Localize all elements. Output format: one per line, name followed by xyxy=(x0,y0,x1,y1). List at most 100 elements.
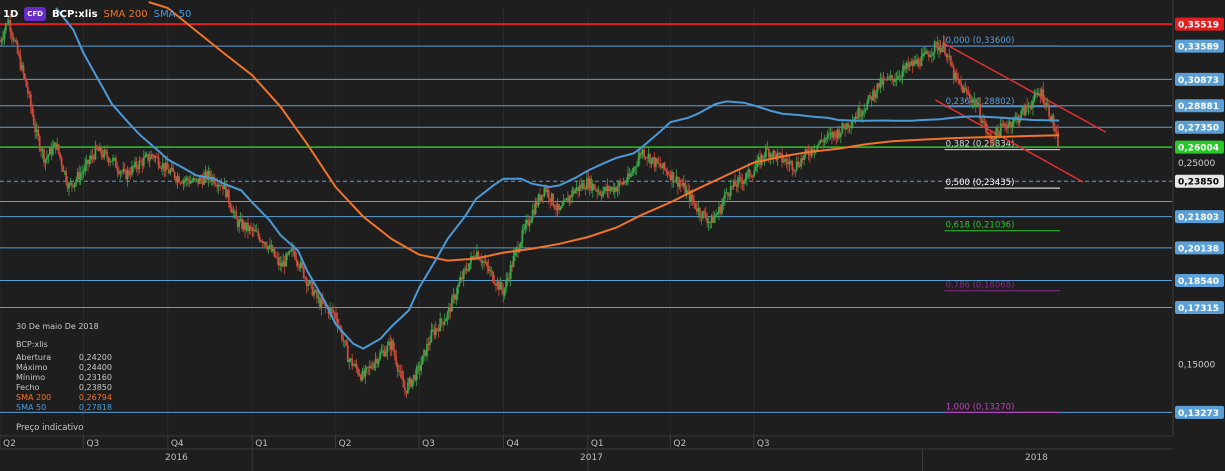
candle-body xyxy=(148,158,151,161)
candle-body xyxy=(402,378,405,388)
info-row-close: Fecho 0,23850 xyxy=(16,383,112,393)
candle-body xyxy=(135,161,138,168)
candle-body xyxy=(841,123,844,133)
candle-body xyxy=(238,220,241,228)
candle-body xyxy=(343,340,346,342)
candle-body xyxy=(185,177,188,181)
price-axis-label: 0,30873 xyxy=(1178,76,1219,86)
candle-body xyxy=(933,41,936,53)
candle-body xyxy=(606,186,609,192)
candle-body xyxy=(952,66,955,80)
candle-body xyxy=(737,177,739,187)
candle-body xyxy=(694,203,697,209)
candle-body xyxy=(674,181,676,183)
candle-body xyxy=(340,329,343,340)
candle-body xyxy=(917,59,920,66)
candle-body xyxy=(816,145,819,151)
candle-body xyxy=(75,179,78,183)
candle-body xyxy=(791,161,794,170)
candle-body xyxy=(571,189,574,198)
candle-body xyxy=(646,157,648,159)
candle-body xyxy=(175,177,177,182)
candle-body xyxy=(798,166,801,167)
candle-body xyxy=(528,222,531,226)
candle-body xyxy=(1045,103,1048,105)
candle-body xyxy=(233,211,236,213)
candle-body xyxy=(63,170,66,172)
candle-body xyxy=(333,312,336,314)
candle-body xyxy=(785,159,788,162)
candle-body xyxy=(922,53,924,56)
candle-body xyxy=(157,156,160,167)
candle-body xyxy=(847,123,849,128)
info-value: 0,23850 xyxy=(78,383,112,392)
candle-body xyxy=(6,23,9,25)
candle-body xyxy=(726,192,729,196)
candle-body xyxy=(838,129,841,138)
candle-body xyxy=(458,282,461,287)
candle-body xyxy=(897,76,899,80)
candle-body xyxy=(1023,107,1026,116)
candle-body xyxy=(307,284,310,287)
candle-body xyxy=(44,159,47,163)
candle-body xyxy=(905,62,908,69)
candle-body xyxy=(634,167,637,168)
candle-body xyxy=(1032,100,1034,108)
candle-body xyxy=(292,248,295,251)
candle-body xyxy=(963,87,965,93)
candle-body xyxy=(352,365,355,367)
candle-body xyxy=(515,247,518,252)
candle-body xyxy=(186,177,189,181)
candle-body xyxy=(119,171,122,174)
candle-body xyxy=(279,263,282,266)
candle-body xyxy=(508,278,511,280)
candle-body xyxy=(264,242,267,246)
candle-body xyxy=(436,328,439,330)
candle-body xyxy=(431,329,434,331)
candle-body xyxy=(543,187,546,197)
candle-body xyxy=(481,261,484,263)
candle-body xyxy=(650,158,653,164)
sma50-legend[interactable]: SMA 50 xyxy=(153,8,192,20)
candle-body xyxy=(70,182,73,186)
candle-body xyxy=(990,137,993,141)
candle-body xyxy=(317,297,320,299)
candle-body xyxy=(346,345,349,362)
channel-line xyxy=(944,43,1107,133)
candle-body xyxy=(1036,93,1039,95)
candle-body xyxy=(569,195,572,198)
sma200-legend[interactable]: SMA 200 xyxy=(103,8,148,20)
candle-body xyxy=(891,75,894,79)
x-tick-label: Q3 xyxy=(422,439,435,449)
candle-body xyxy=(734,180,737,187)
candle-body xyxy=(657,162,660,164)
candle-body xyxy=(219,184,221,186)
candle-body xyxy=(609,189,612,192)
candle-body xyxy=(4,23,7,31)
candle-body xyxy=(593,184,596,190)
symbol-label[interactable]: BCP:xlis xyxy=(52,8,98,20)
candle-body xyxy=(396,364,399,372)
candle-body xyxy=(565,198,568,200)
candle-body xyxy=(1027,106,1030,108)
candle-body xyxy=(389,341,392,350)
info-value: 0,26794 xyxy=(78,393,112,402)
info-panel: 30 De maio De 2018 BCP:xlis Abertura 0,2… xyxy=(16,322,112,413)
candle-body xyxy=(345,340,348,346)
candle-body xyxy=(823,139,826,143)
candle-body xyxy=(295,258,298,262)
candle-body xyxy=(514,251,516,256)
candle-body xyxy=(104,150,107,152)
candle-body xyxy=(38,136,41,150)
candle-body xyxy=(141,160,144,166)
candle-body xyxy=(575,187,578,191)
candle-body xyxy=(999,123,1002,137)
candle-body xyxy=(986,131,989,134)
candle-body xyxy=(57,144,60,154)
candle-body xyxy=(527,219,530,226)
candle-body xyxy=(1037,93,1040,95)
candle-body xyxy=(182,180,185,184)
timeframe-button[interactable]: 1D xyxy=(3,8,19,20)
candle-body xyxy=(117,170,120,174)
